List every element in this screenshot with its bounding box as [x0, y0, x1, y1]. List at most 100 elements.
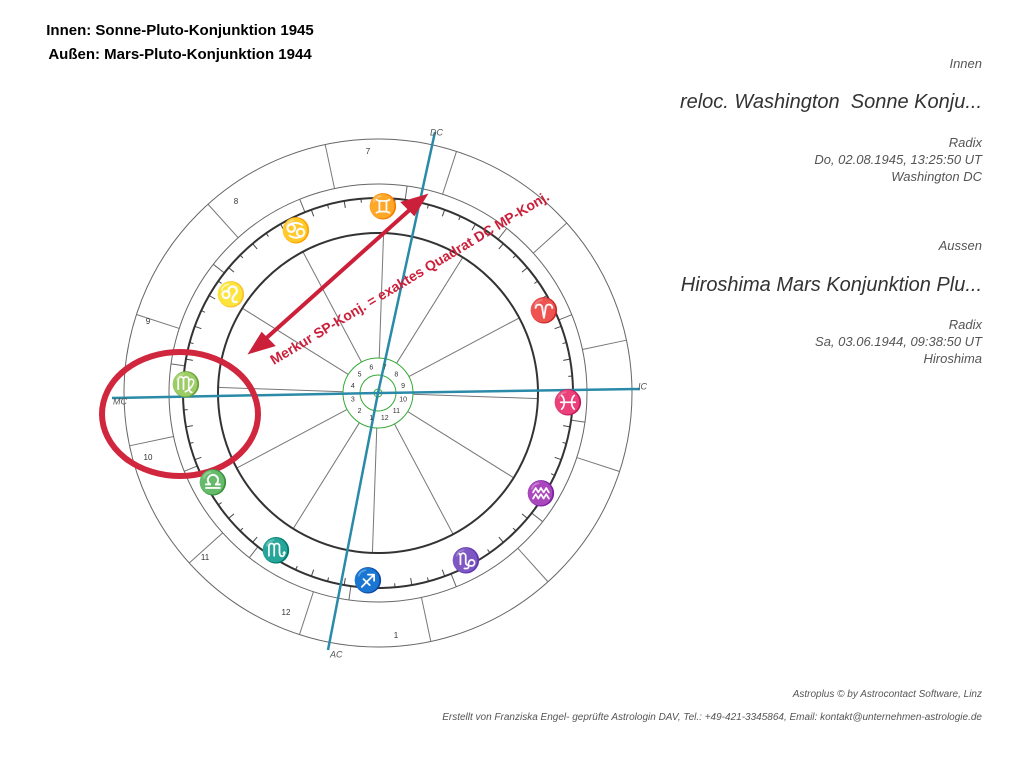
house-cusp-outer — [442, 151, 457, 195]
house-number: 10 — [144, 453, 153, 462]
outer-ring — [123, 138, 633, 648]
degree-tick — [540, 486, 548, 491]
sign-ring-outer — [168, 183, 588, 603]
zodiac-sign: ♋ — [281, 216, 311, 244]
house-ring — [217, 232, 539, 554]
house-cusp — [302, 251, 363, 363]
house-number: 7 — [366, 147, 371, 156]
axis-label: MC — [113, 396, 127, 406]
inner-house-number: 1 — [369, 415, 373, 422]
outer-name: Hiroshima Mars Konjunktion Plu... — [680, 274, 982, 296]
degree-tick — [563, 425, 571, 428]
inner-name: reloc. Washington Sonne Konju... — [679, 91, 982, 113]
house-cusp-outer — [129, 435, 174, 447]
inner-house-number: 3 — [351, 397, 355, 404]
house-cusp — [408, 317, 520, 378]
house-number: 11 — [201, 553, 210, 562]
inner-house-number: 5 — [358, 371, 362, 378]
sign-divider — [248, 546, 259, 559]
zodiac-sign: ♍ — [171, 370, 201, 398]
house-cusp — [412, 393, 538, 400]
house-cusp — [236, 408, 348, 469]
house-cusp-outer — [299, 591, 314, 635]
degree-tick — [208, 486, 216, 491]
sign-divider — [299, 199, 306, 213]
dc-axis — [376, 131, 437, 394]
zodiac-sign: ♑ — [451, 546, 481, 574]
degree-tick — [554, 325, 562, 330]
footer-line: Astroplus © by Astrocontact Software, Li… — [792, 689, 982, 700]
zodiac-sign: ♌ — [216, 280, 246, 308]
zodiac-sign: ♓ — [553, 388, 583, 416]
inner-place: Washington DC — [891, 169, 982, 184]
outer-place: Hiroshima — [923, 351, 982, 366]
house-cusp — [378, 233, 385, 359]
degree-tick — [228, 513, 235, 519]
highlight-circle — [99, 349, 261, 479]
degree-tick — [310, 209, 315, 217]
zodiac-sign: ♎ — [198, 468, 228, 496]
house-cusp — [242, 307, 349, 375]
inner-house-number: 7 — [383, 365, 387, 372]
degree-tick — [185, 358, 193, 361]
mc-axis — [111, 391, 379, 400]
sign-divider — [558, 314, 572, 321]
arrow-head — [400, 193, 429, 217]
house-cusp — [371, 427, 378, 553]
house-cusp-outer — [576, 457, 620, 472]
degree-tick — [252, 536, 258, 543]
title-line: Außen: Mars-Pluto-Konjunktion 1944 — [48, 46, 312, 63]
inner-house-number: 4 — [351, 383, 355, 390]
zodiac-sign: ♊ — [368, 192, 398, 220]
degree-tick — [441, 209, 446, 217]
degree-tick — [343, 578, 346, 586]
sign-divider — [404, 185, 408, 200]
sign-divider — [212, 263, 225, 274]
arrow-head — [247, 331, 276, 355]
degree-tick — [471, 555, 476, 563]
sign-divider — [571, 419, 586, 423]
inner-house-number: 10 — [399, 397, 407, 404]
inner-house-number: 2 — [358, 408, 362, 415]
house-number: 12 — [282, 608, 291, 617]
degree-tick — [471, 223, 476, 231]
axis-label: IC — [638, 381, 648, 391]
degree-tick — [280, 555, 285, 563]
inner-house-number: 9 — [401, 383, 405, 390]
sign-divider — [184, 465, 198, 472]
inner-date: Do, 02.08.1945, 13:25:50 UT — [814, 152, 982, 167]
outer-date: Sa, 03.06.1944, 09:38:50 UT — [815, 334, 982, 349]
house-cusp — [218, 386, 344, 393]
degree-tick — [194, 456, 202, 461]
house-number: 8 — [234, 197, 239, 206]
house-cusp-outer — [420, 597, 432, 642]
degree-tick — [554, 456, 562, 461]
degree-tick — [310, 569, 315, 577]
inner-house-number: 6 — [369, 365, 373, 372]
annotation: Merkur SP-Konj. = exaktes Quadrat DC MP-… — [267, 188, 552, 368]
degree-tick — [563, 358, 571, 361]
degree-tick — [410, 578, 413, 586]
sign-divider — [497, 227, 508, 240]
title-line: Innen: Sonne-Pluto-Konjunktion 1945 — [46, 22, 314, 39]
degree-tick — [228, 267, 235, 273]
house-cusp-outer — [207, 203, 239, 239]
axis-label: AC — [329, 649, 343, 659]
degree-tick — [208, 295, 216, 300]
inner-house-number: 12 — [381, 415, 389, 422]
house-cusp — [393, 423, 454, 535]
sign-divider — [170, 363, 185, 367]
zodiac-sign: ♒ — [526, 479, 556, 507]
ac-axis — [326, 392, 380, 651]
house-cusp — [407, 411, 514, 479]
degree-tick — [343, 200, 346, 208]
house-number: 1 — [394, 631, 399, 640]
house-cusp — [396, 257, 464, 364]
sign-divider — [348, 586, 352, 601]
degree-tick — [194, 325, 202, 330]
house-cusp-outer — [532, 222, 568, 254]
degree-tick — [252, 243, 258, 250]
degree-tick — [521, 513, 528, 519]
inner-house-number: 11 — [393, 408, 400, 415]
